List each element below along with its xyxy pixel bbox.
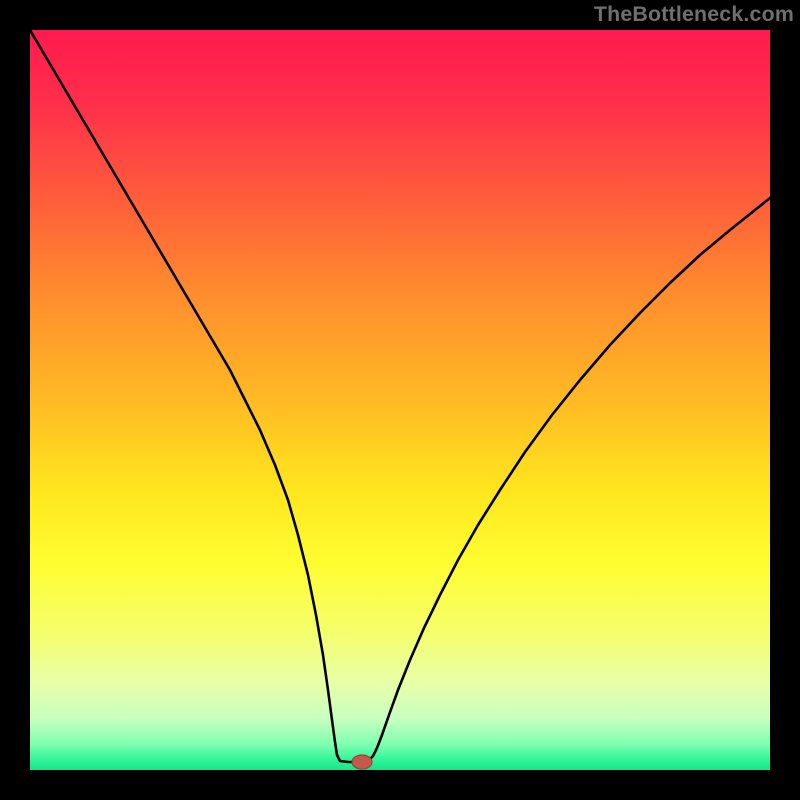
min-marker [352,755,372,769]
plot-area [30,30,770,770]
curve-layer [30,30,770,770]
bottleneck-curve [30,30,770,762]
watermark-text: TheBottleneck.com [594,2,794,27]
chart-frame: TheBottleneck.com [0,0,800,800]
